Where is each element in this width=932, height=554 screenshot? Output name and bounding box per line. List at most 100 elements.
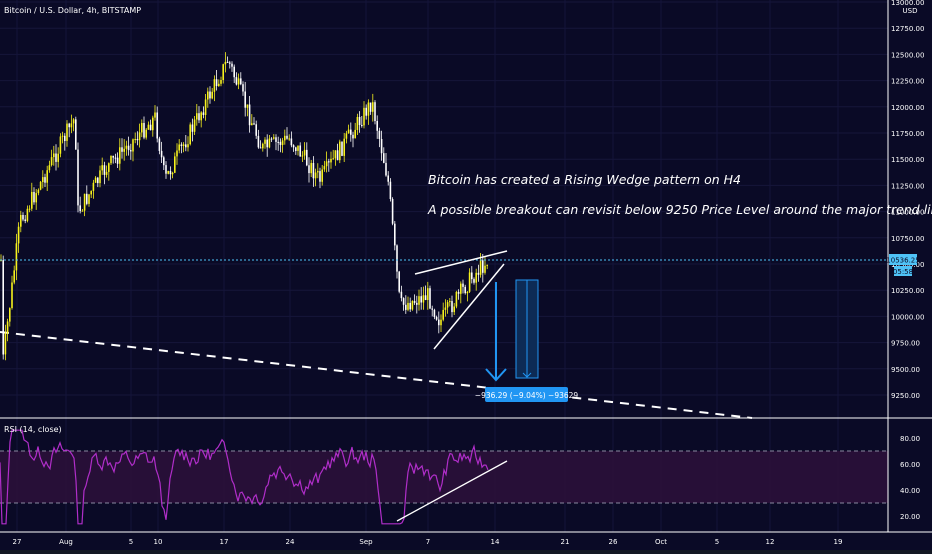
price-tick-label: 11000.00 [891, 209, 924, 217]
candle-body [413, 301, 416, 303]
candle-body [378, 130, 381, 139]
candle-body [68, 123, 70, 128]
candle-body [477, 272, 480, 275]
candle-body [246, 104, 249, 108]
candle-body [323, 166, 326, 170]
candle-body [132, 139, 134, 152]
candle-body [97, 177, 99, 184]
time-axis[interactable]: 27 Aug 5 10 17 24 Sep 7 14 21 26 Oct 5 12 19 [13, 538, 843, 546]
candle-body [361, 125, 363, 126]
candle-body [244, 91, 246, 108]
candle-body [347, 129, 350, 134]
rsi-line [0, 429, 489, 525]
candle-body [134, 139, 136, 140]
candle-body [167, 171, 169, 174]
candle-body [77, 149, 79, 206]
candle-body [339, 141, 341, 161]
wedge-lower-line[interactable] [433, 263, 505, 350]
candle-body [449, 301, 451, 303]
candle-body [105, 171, 108, 175]
candle-body [226, 61, 229, 63]
candle-body [444, 307, 447, 310]
candle-body [200, 112, 202, 121]
candle-body [119, 147, 121, 164]
candle-body [286, 135, 288, 139]
price-tick-label: 12500.00 [891, 51, 924, 59]
candle-body [154, 112, 156, 118]
candle-body [114, 157, 117, 159]
candle-body [22, 215, 24, 220]
rsi-tick-label: 60.00 [900, 461, 920, 469]
candle-body [145, 129, 147, 138]
candle-body [325, 161, 328, 167]
wedge-upper-line[interactable] [414, 250, 508, 275]
candle-body [101, 165, 103, 171]
candle-body [380, 139, 383, 154]
rsi-tick-label: 20.00 [900, 513, 920, 521]
time-tick-label: Sep [359, 538, 373, 546]
candle-body [26, 208, 29, 221]
time-tick-label: 14 [491, 538, 500, 546]
candle-body [354, 129, 356, 139]
candle-body [356, 117, 359, 130]
rsi-tick-label: 80.00 [900, 435, 920, 443]
candle-body [462, 283, 464, 287]
candle-body [251, 123, 253, 126]
measure-label-box [485, 387, 568, 402]
annotation-wedge: Bitcoin has created a Rising Wedge patte… [428, 172, 741, 187]
price-tick-label: 12000.00 [891, 104, 924, 112]
candle-body [2, 260, 4, 355]
current-price-value: 10536.25 [886, 257, 919, 265]
candle-body [334, 150, 337, 159]
candle-body [314, 172, 317, 179]
candle-body [136, 139, 139, 141]
candle-body [209, 91, 211, 99]
candle-body [427, 288, 429, 300]
time-tick-label: 5 [715, 538, 719, 546]
candle-body [297, 145, 299, 151]
candle-body [257, 135, 260, 148]
candle-body [64, 135, 66, 141]
candle-body [398, 271, 400, 292]
candle-body [220, 80, 222, 84]
time-tick-label: Aug [59, 538, 73, 546]
candle-body [367, 102, 370, 116]
time-tick-label: 21 [561, 538, 570, 546]
candle-body [418, 296, 420, 305]
candle-body [143, 123, 145, 138]
candle-body [372, 102, 374, 112]
candle-body [169, 171, 172, 175]
candle-body [189, 124, 191, 145]
candle-body [44, 177, 46, 183]
time-tick-label: 5 [129, 538, 133, 546]
candle-body [262, 143, 264, 149]
candle-body [4, 333, 7, 355]
candle-body [484, 265, 486, 273]
time-tick-label: 7 [426, 538, 430, 546]
rsi-axis[interactable]: 80.00 60.00 40.00 20.00 [900, 435, 920, 521]
candle-body [268, 138, 271, 148]
candle-body [306, 149, 308, 166]
candle-body [17, 226, 20, 244]
candle-body [31, 192, 33, 209]
candle-body [248, 104, 251, 126]
candle-body [319, 171, 321, 182]
candle-body [187, 144, 189, 148]
candle-body [158, 138, 161, 151]
candle-body [330, 158, 332, 163]
candle-body [13, 270, 15, 283]
rsi-trend-line[interactable] [396, 460, 508, 522]
candle-body [416, 302, 418, 305]
major-trend-line[interactable] [0, 331, 753, 419]
candle-body [402, 298, 405, 305]
candle-body [235, 77, 238, 85]
candle-body [460, 283, 462, 294]
candle-body [121, 147, 123, 152]
measure-arrow-icon [522, 372, 532, 378]
price-tick-label: 10750.00 [891, 235, 924, 243]
price-tick-label: 9750.00 [891, 340, 920, 348]
candle-body [389, 181, 392, 199]
candle-body [253, 123, 255, 125]
